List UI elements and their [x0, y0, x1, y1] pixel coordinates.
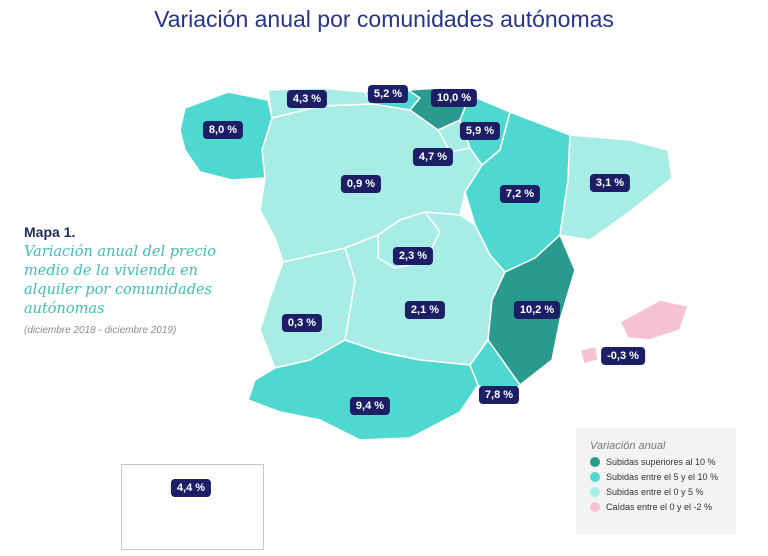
map-heading: Variación anual del precio medio de la v… [24, 244, 217, 317]
legend-label: Caídas entre el 0 y el -2 % [606, 502, 713, 512]
legend-item: Subidas entre el 5 y el 10 % [590, 472, 736, 482]
badge-asturias: 4,3 % [286, 90, 328, 108]
badge-castilla-y-leon: 0,9 % [340, 175, 382, 193]
legend-item: Subidas entre el 0 y 5 % [590, 487, 736, 497]
region-baleares [579, 299, 689, 365]
map-caption: Mapa 1. Variación anual del precio medio… [24, 224, 234, 336]
badge-navarra: 5,9 % [459, 122, 501, 140]
badge-castilla-la-mancha: 2,1 % [404, 301, 446, 319]
badge-andalucia: 9,4 % [349, 397, 391, 415]
badge-valenciana: 10,2 % [513, 301, 561, 319]
badge-cantabria: 5,2 % [367, 85, 409, 103]
legend-label: Subidas entre el 5 y el 10 % [606, 472, 719, 482]
canarias-inset [121, 464, 264, 550]
legend-swatch [590, 487, 600, 497]
map-period: (diciembre 2018 - diciembre 2019) [24, 325, 177, 336]
legend-label: Subidas superiores al 10 % [606, 457, 716, 467]
badge-extremadura: 0,3 % [281, 314, 323, 332]
legend-swatch [590, 502, 600, 512]
legend-label: Subidas entre el 0 y 5 % [606, 487, 704, 497]
legend-item: Subidas superiores al 10 % [590, 457, 736, 467]
badge-murcia: 7,8 % [478, 386, 520, 404]
badge-aragon: 7,2 % [499, 185, 541, 203]
badge-pais-vasco: 10,0 % [430, 89, 478, 107]
page-title: Variación anual por comunidades autónoma… [154, 6, 614, 32]
badge-canarias: 4,4 % [170, 479, 212, 497]
badge-galicia: 8,0 % [202, 121, 244, 139]
legend-swatch [590, 457, 600, 467]
badge-madrid: 2,3 % [392, 247, 434, 265]
badge-cataluna: 3,1 % [589, 174, 631, 192]
legend-item: Caídas entre el 0 y el -2 % [590, 502, 736, 512]
map-legend: Variación anual Subidas superiores al 10… [576, 428, 736, 534]
region-andalucia [247, 339, 479, 441]
map-label: Mapa 1. [24, 224, 76, 240]
badge-baleares: -0,3 % [601, 347, 645, 365]
badge-la-rioja: 4,7 % [412, 148, 454, 166]
legend-swatch [590, 472, 600, 482]
legend-title: Variación anual [590, 440, 666, 452]
